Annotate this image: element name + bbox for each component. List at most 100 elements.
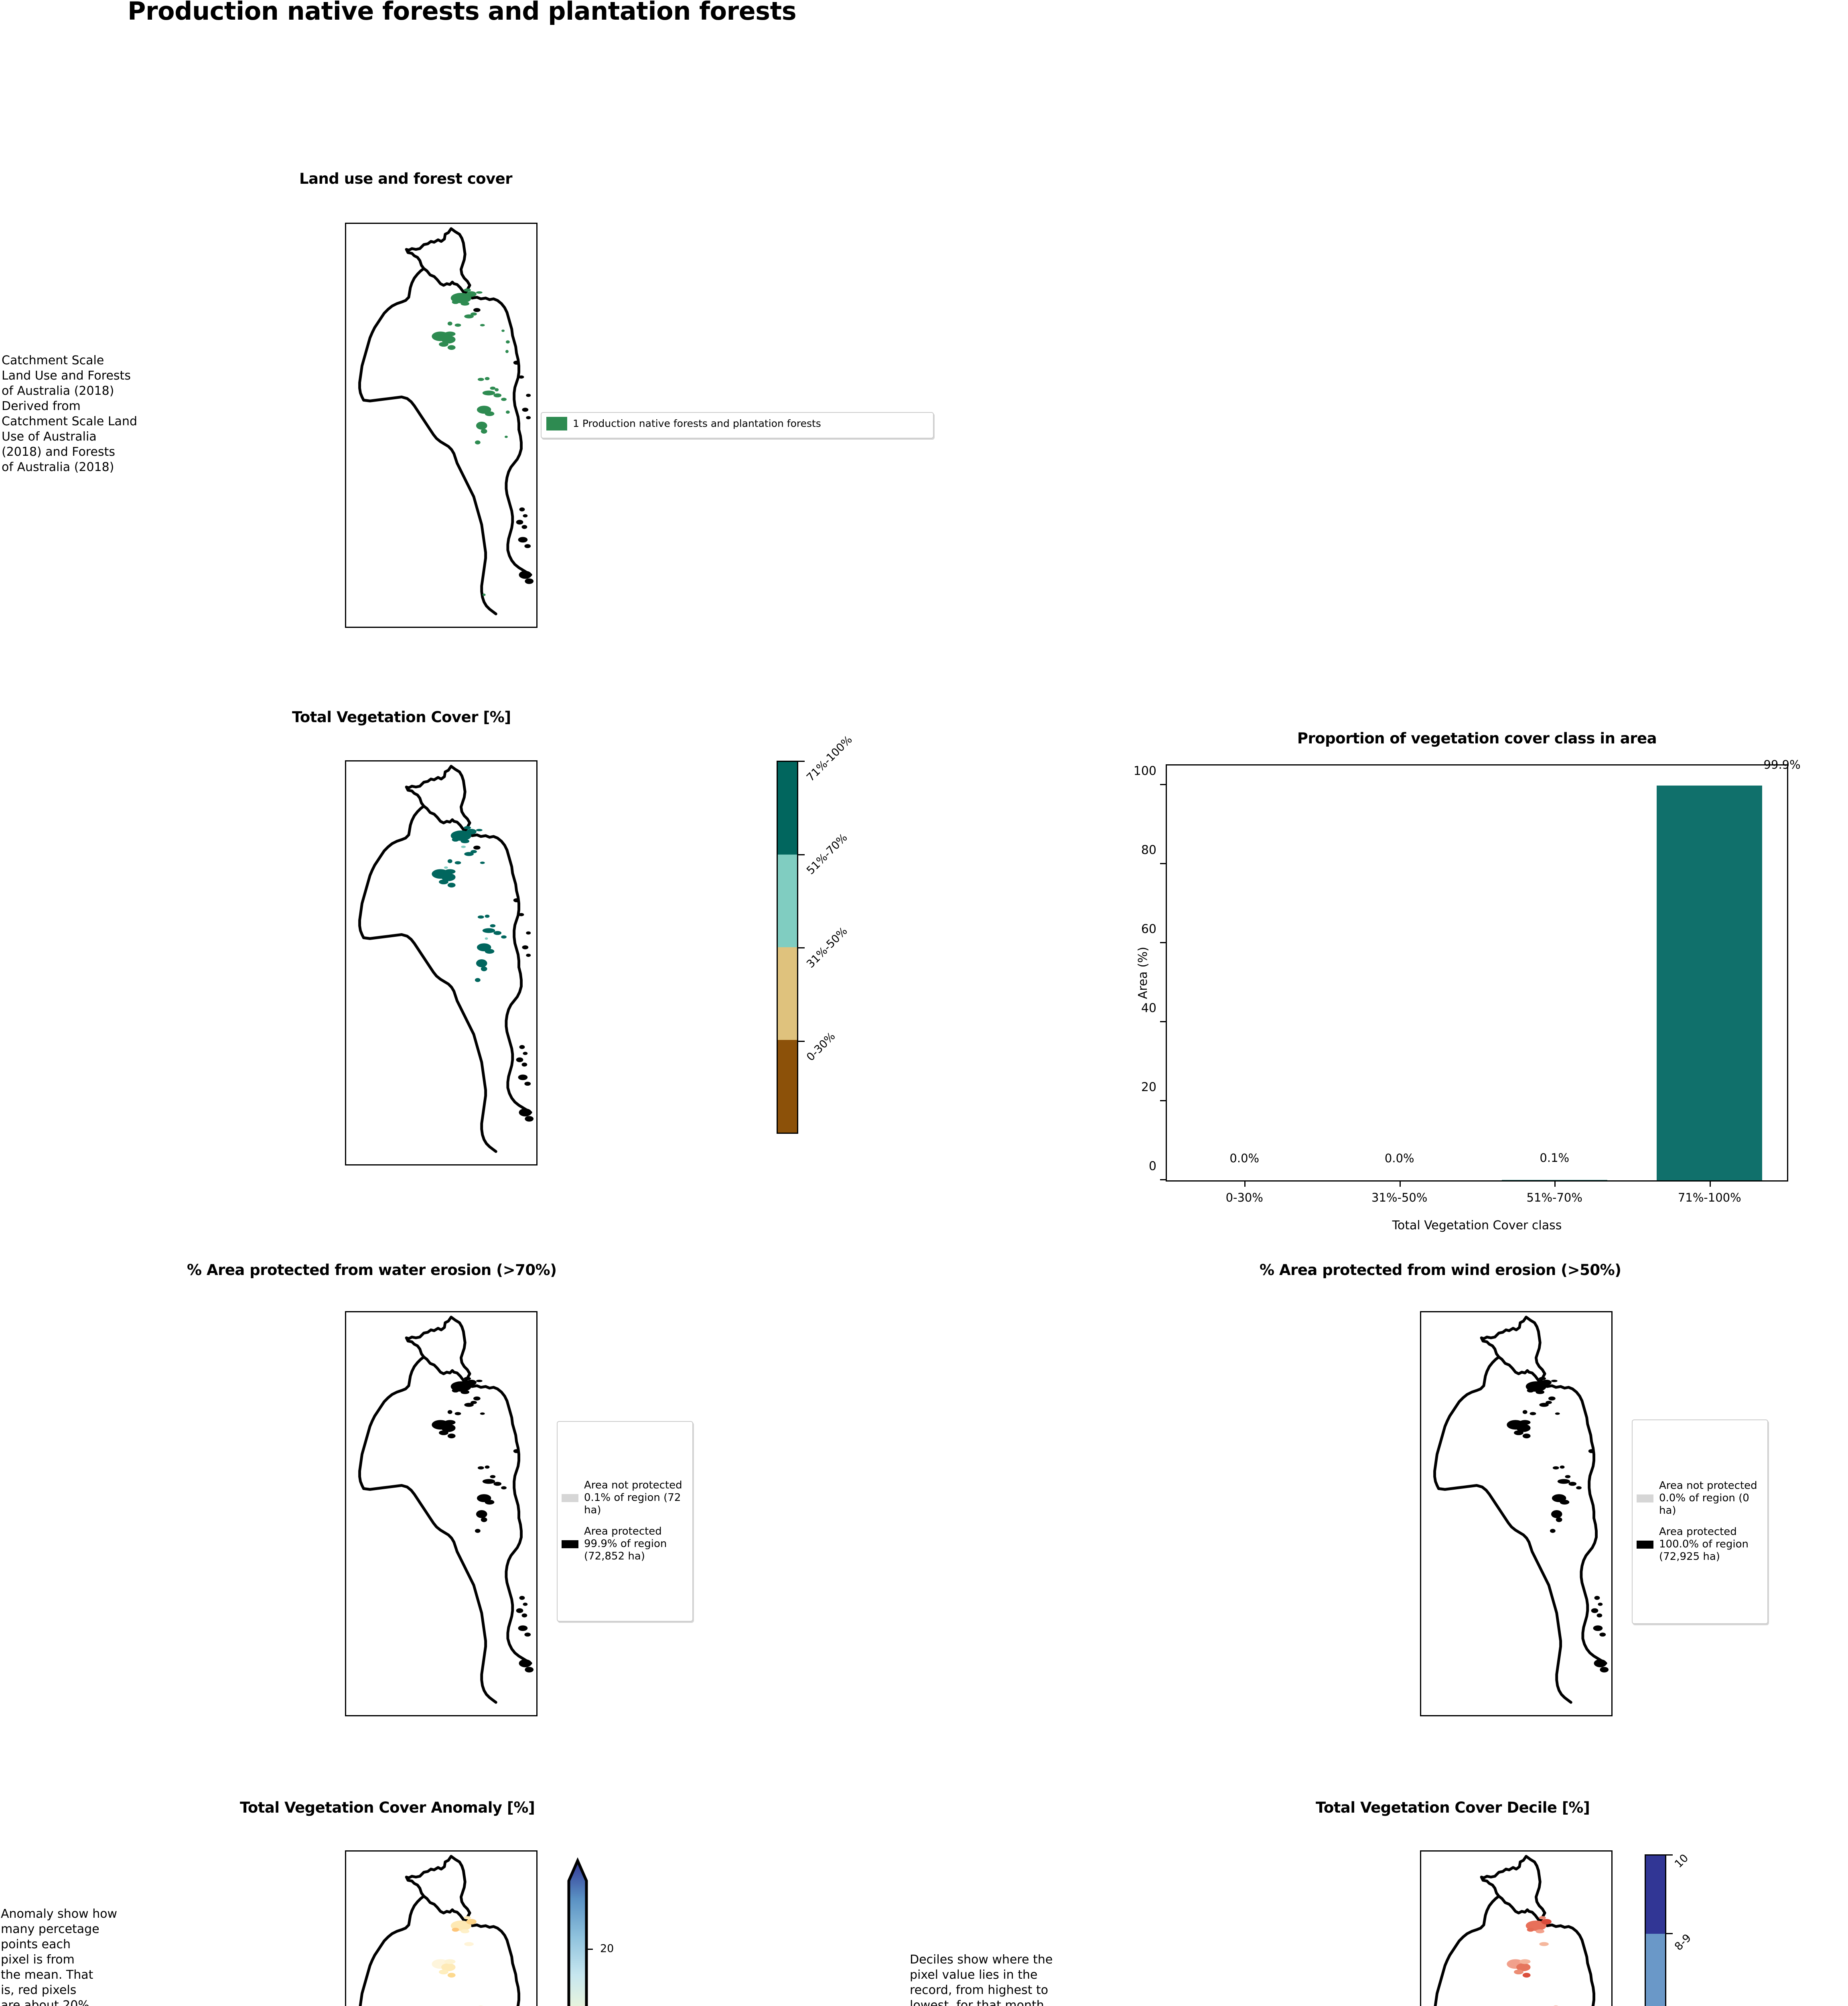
colorbar-label: 10 [1672, 1852, 1691, 1871]
legend-item: Area protected 100.0% of region (72,925 … [1637, 1526, 1763, 1563]
chart-y-tick-label: 0 [1148, 1159, 1156, 1174]
decile-map-canvas [1421, 1852, 1611, 2006]
map-tick [345, 1563, 346, 1565]
map-tick [345, 1622, 346, 1623]
map-tick [345, 534, 346, 535]
map-tick [345, 895, 346, 897]
chart-x-tick-label: 51%-70% [1526, 1191, 1582, 1204]
page-title: Production native forests and plantation… [128, 0, 797, 26]
water-erosion-map [345, 1311, 538, 1716]
colorbar-tick [798, 1040, 805, 1042]
chart-y-tick [1160, 942, 1167, 944]
total-veg-cover-map-canvas [346, 761, 536, 1164]
chart-bar-value-label: 99.9% [1763, 757, 1801, 772]
chart-bar [1657, 786, 1763, 1180]
map-tick [345, 1505, 346, 1506]
legend-item: 1 Production native forests and plantati… [546, 417, 821, 430]
chart-bar-value-label: 0.1% [1540, 1151, 1570, 1165]
chart-y-tick-label: 80 [1141, 843, 1156, 857]
land-use-legend: 1 Production native forests and plantati… [541, 412, 934, 439]
chart-x-tick-label: 71%-100% [1678, 1191, 1741, 1204]
water-erosion-panel-title: % Area protected from water erosion (>70… [187, 1261, 557, 1279]
colorbar-tick [1666, 1854, 1673, 1856]
map-tick [345, 358, 346, 359]
map-tick [345, 1388, 346, 1389]
colorbar-gradient [567, 1857, 588, 2006]
colorbar-tick [586, 1949, 593, 1950]
map-tick [1420, 1563, 1421, 1565]
catchment-boundary-outline [1434, 1855, 1596, 2006]
veg-cover-71-100-patches [432, 826, 507, 982]
colorbar-label: 51%-70% [804, 831, 850, 877]
legend-item-label: Area protected 99.9% of region (72,852 h… [584, 1525, 667, 1562]
decile-map [1420, 1850, 1613, 2006]
protected-area-patches [1507, 1377, 1609, 1673]
light-grey-square-icon [1637, 1494, 1653, 1502]
legend-item-label: Area not protected 0.1% of region (72 ha… [584, 1479, 682, 1516]
colorbar-label: 8-9 [1672, 1932, 1694, 1953]
map-tick [345, 837, 346, 838]
catchment-boundary-outline [1433, 1316, 1609, 1704]
chart-x-tick-label: 31%-50% [1371, 1191, 1428, 1204]
chart-x-tick [1554, 1180, 1556, 1187]
decile-note: Deciles show where the pixel value lies … [910, 1953, 1053, 2006]
wind-erosion-panel-title: % Area protected from wind erosion (>50%… [1260, 1261, 1621, 1279]
map-tick [1420, 1505, 1421, 1506]
chart-y-tick [1160, 1179, 1167, 1180]
anomaly-value-patches [432, 1916, 483, 2006]
wind-erosion-map [1420, 1311, 1613, 1716]
anomaly-panel-title: Total Vegetation Cover Anomaly [%] [240, 1799, 535, 1816]
anomaly-colorbar: 20 10 0 −10 −20 [566, 1854, 614, 2006]
map-tick [1420, 1446, 1421, 1448]
legend-item-label: Area protected 100.0% of region (72,925 … [1659, 1526, 1749, 1563]
legend-item-label: Area not protected 0.0% of region (0 ha) [1659, 1480, 1757, 1517]
chart-title: Proportion of vegetation cover class in … [1297, 730, 1657, 747]
chart-x-tick [1709, 1180, 1711, 1187]
map-tick [345, 1986, 346, 1987]
total-veg-cover-colorbar: 71%-100% 51%-70% 31%-50% 0-30% [777, 733, 855, 1134]
map-tick [345, 299, 346, 300]
wind-erosion-legend: Area not protected 0.0% of region (0 ha)… [1632, 1419, 1768, 1624]
chart-y-tick [1160, 1100, 1167, 1102]
colorbar-segment-0-30 [778, 1040, 797, 1133]
chart-x-tick [1399, 1180, 1401, 1187]
map-tick [345, 1681, 346, 1682]
colorbar-gradient [777, 761, 798, 1134]
total-veg-cover-map [345, 760, 538, 1165]
land-use-map-canvas [346, 224, 536, 627]
catchment-boundary-outline [358, 765, 534, 1153]
chart-x-tick-label: 0-30% [1225, 1191, 1263, 1204]
legend-item-label: 1 Production native forests and plantati… [573, 418, 821, 429]
map-tick [345, 954, 346, 955]
colorbar-gradient [1645, 1854, 1666, 2006]
anomaly-note: Anomaly show how many percetage points e… [1, 1907, 118, 2006]
map-tick [1420, 1681, 1421, 1682]
chart-y-tick-label: 40 [1141, 1001, 1156, 1015]
map-tick [345, 1130, 346, 1131]
protected-area-patches [432, 1377, 534, 1673]
catchment-boundary-outline [358, 227, 534, 615]
legend-item: Area protected 99.9% of region (72,852 h… [562, 1525, 688, 1563]
black-square-icon [562, 1540, 578, 1548]
catchment-boundary-outline [358, 1316, 534, 1704]
map-tick [345, 592, 346, 593]
land-use-panel-title: Land use and forest cover [299, 170, 513, 187]
colorbar-segment-8-9 [1646, 1933, 1665, 2006]
chart-y-tick-label: 60 [1141, 922, 1156, 936]
map-tick [1420, 1986, 1421, 1987]
colorbar-segment-51-70 [778, 855, 797, 947]
water-erosion-legend: Area not protected 0.1% of region (72 ha… [557, 1421, 693, 1622]
anomaly-map-canvas [346, 1852, 536, 2006]
light-grey-square-icon [562, 1494, 578, 1502]
chart-bar-value-label: 0.0% [1384, 1151, 1414, 1165]
map-tick [345, 1927, 346, 1928]
total-veg-cover-panel-title: Total Vegetation Cover [%] [292, 709, 511, 726]
map-tick [345, 1071, 346, 1072]
colorbar-label: 20 [600, 1942, 614, 1955]
colorbar-segment-10 [1646, 1856, 1665, 1934]
map-tick [345, 475, 346, 476]
colorbar-label: 31%-50% [804, 924, 850, 971]
decile-colorbar: 10 8-9 4-7 2-3 1 [1645, 1852, 1694, 2006]
catchment-boundary-outline [359, 1855, 521, 2006]
